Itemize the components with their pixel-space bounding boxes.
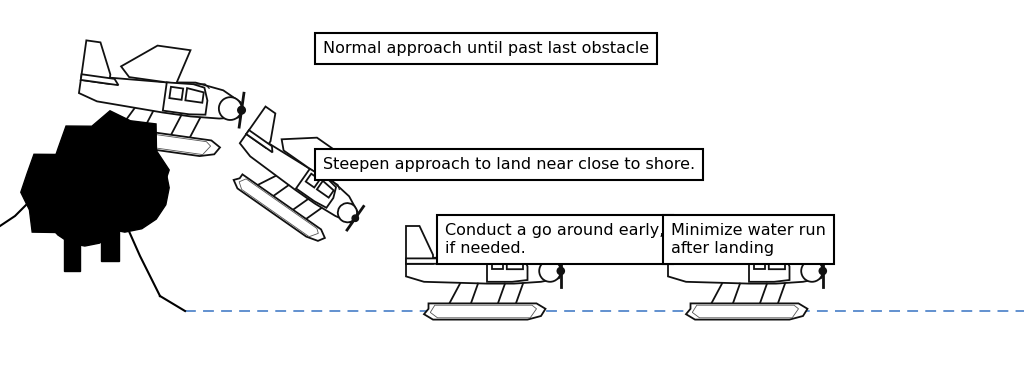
Polygon shape [63, 223, 80, 271]
Circle shape [338, 203, 357, 222]
Polygon shape [668, 226, 695, 264]
Polygon shape [406, 251, 563, 284]
Polygon shape [754, 258, 765, 269]
Polygon shape [100, 205, 119, 261]
Polygon shape [306, 174, 319, 188]
Polygon shape [51, 111, 169, 229]
Polygon shape [240, 179, 318, 237]
Polygon shape [705, 222, 767, 255]
Polygon shape [686, 303, 808, 320]
Polygon shape [0, 176, 185, 386]
Circle shape [819, 267, 826, 274]
Polygon shape [296, 169, 336, 208]
Polygon shape [692, 305, 799, 318]
Polygon shape [282, 138, 340, 173]
Polygon shape [81, 74, 119, 85]
Circle shape [238, 107, 246, 114]
Polygon shape [749, 253, 790, 282]
Polygon shape [316, 181, 334, 198]
Circle shape [557, 267, 564, 274]
Polygon shape [492, 258, 503, 269]
Polygon shape [81, 41, 111, 84]
Circle shape [801, 260, 823, 282]
Polygon shape [163, 82, 208, 115]
Polygon shape [46, 169, 123, 246]
Polygon shape [92, 125, 220, 156]
Polygon shape [20, 141, 123, 244]
Polygon shape [240, 134, 357, 223]
Polygon shape [430, 305, 537, 318]
Text: Steepen approach to land near close to shore.: Steepen approach to land near close to s… [323, 157, 694, 171]
Polygon shape [406, 258, 442, 264]
Circle shape [219, 97, 242, 120]
Circle shape [352, 215, 358, 222]
Polygon shape [246, 107, 275, 148]
Text: Conduct a go around early,
if needed.: Conduct a go around early, if needed. [445, 223, 665, 256]
Polygon shape [507, 257, 523, 269]
Polygon shape [169, 87, 183, 100]
Text: Normal approach until past last obstacle: Normal approach until past last obstacle [323, 41, 648, 56]
Polygon shape [406, 226, 433, 264]
Polygon shape [99, 127, 211, 154]
Polygon shape [668, 258, 705, 264]
Polygon shape [121, 46, 190, 84]
Polygon shape [79, 77, 245, 119]
Polygon shape [81, 143, 169, 232]
Polygon shape [442, 222, 505, 255]
Polygon shape [487, 253, 527, 282]
Text: Minimize water run
after landing: Minimize water run after landing [671, 223, 825, 256]
Polygon shape [233, 174, 325, 241]
Polygon shape [668, 251, 825, 284]
Circle shape [540, 260, 561, 282]
Polygon shape [769, 257, 785, 269]
Polygon shape [185, 88, 204, 103]
Polygon shape [246, 130, 272, 152]
Polygon shape [424, 303, 546, 320]
